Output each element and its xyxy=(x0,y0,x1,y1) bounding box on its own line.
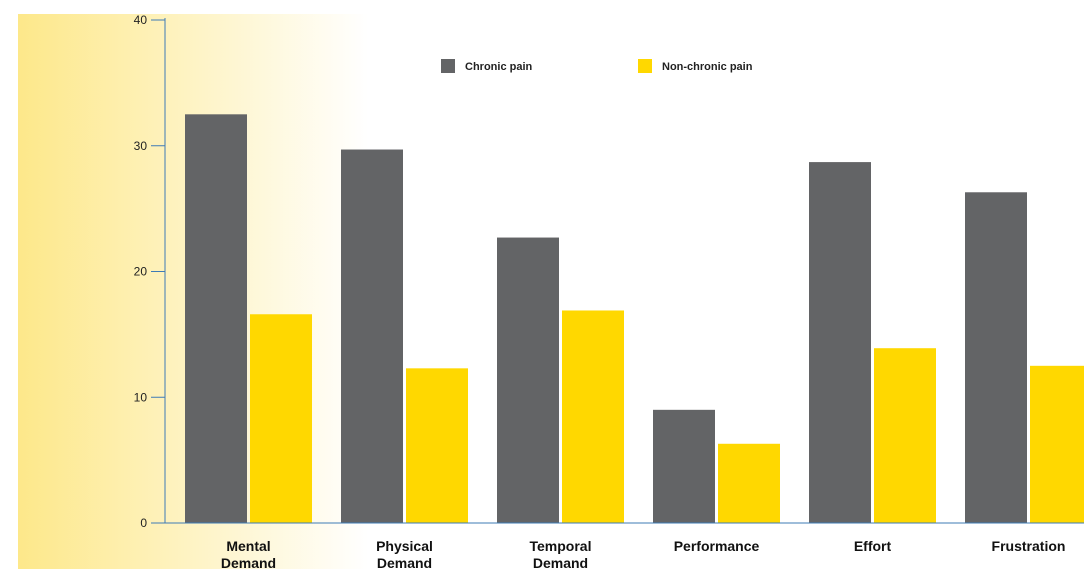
bar-chronic-2 xyxy=(497,237,559,524)
x-category-label: Demand xyxy=(221,555,276,569)
x-category-label: Demand xyxy=(533,555,588,569)
x-category-label: Mental xyxy=(226,538,270,554)
bar-non-chronic-2 xyxy=(562,310,624,523)
legend-label: Chronic pain xyxy=(465,61,533,73)
legend: Chronic pain Non-chronic pain xyxy=(441,59,753,73)
axes-layer: 0 10 20 30 40 xyxy=(134,13,1084,530)
x-category-label: Effort xyxy=(854,538,892,554)
bar-chronic-0 xyxy=(185,114,247,523)
bar-non-chronic-0 xyxy=(250,314,312,523)
x-category-label: Physical xyxy=(376,538,433,554)
bar-non-chronic-1 xyxy=(406,368,468,523)
legend-swatch xyxy=(638,59,652,73)
legend-label: Non-chronic pain xyxy=(662,61,753,73)
bar-chronic-4 xyxy=(809,162,871,523)
bar-chronic-5 xyxy=(965,192,1027,523)
bar-chronic-1 xyxy=(341,149,403,523)
x-axis-labels: MentalDemandPhysicalDemandTemporalDemand… xyxy=(221,538,1066,569)
legend-swatch xyxy=(441,59,455,73)
bar-non-chronic-5 xyxy=(1030,365,1084,523)
y-tick-label: 30 xyxy=(134,139,148,153)
y-tick-label: 0 xyxy=(140,516,147,530)
y-tick-label: 20 xyxy=(134,265,148,279)
x-category-label: Demand xyxy=(377,555,432,569)
x-category-label: Performance xyxy=(674,538,760,554)
bar-chronic-3 xyxy=(653,409,715,523)
y-tick-label: 10 xyxy=(134,390,148,404)
x-category-label: Temporal xyxy=(530,538,592,554)
bar-non-chronic-3 xyxy=(718,443,780,523)
bar-non-chronic-4 xyxy=(874,348,936,523)
bars-layer xyxy=(185,114,1084,524)
y-tick-label: 40 xyxy=(134,13,148,27)
x-category-label: Frustration xyxy=(992,538,1066,554)
